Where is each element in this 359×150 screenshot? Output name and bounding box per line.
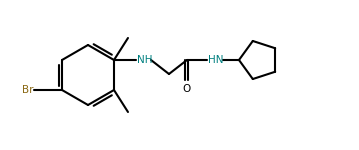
Text: Br: Br <box>22 85 33 95</box>
Text: O: O <box>183 84 191 94</box>
Text: NH: NH <box>137 55 153 65</box>
Text: HN: HN <box>208 55 224 65</box>
